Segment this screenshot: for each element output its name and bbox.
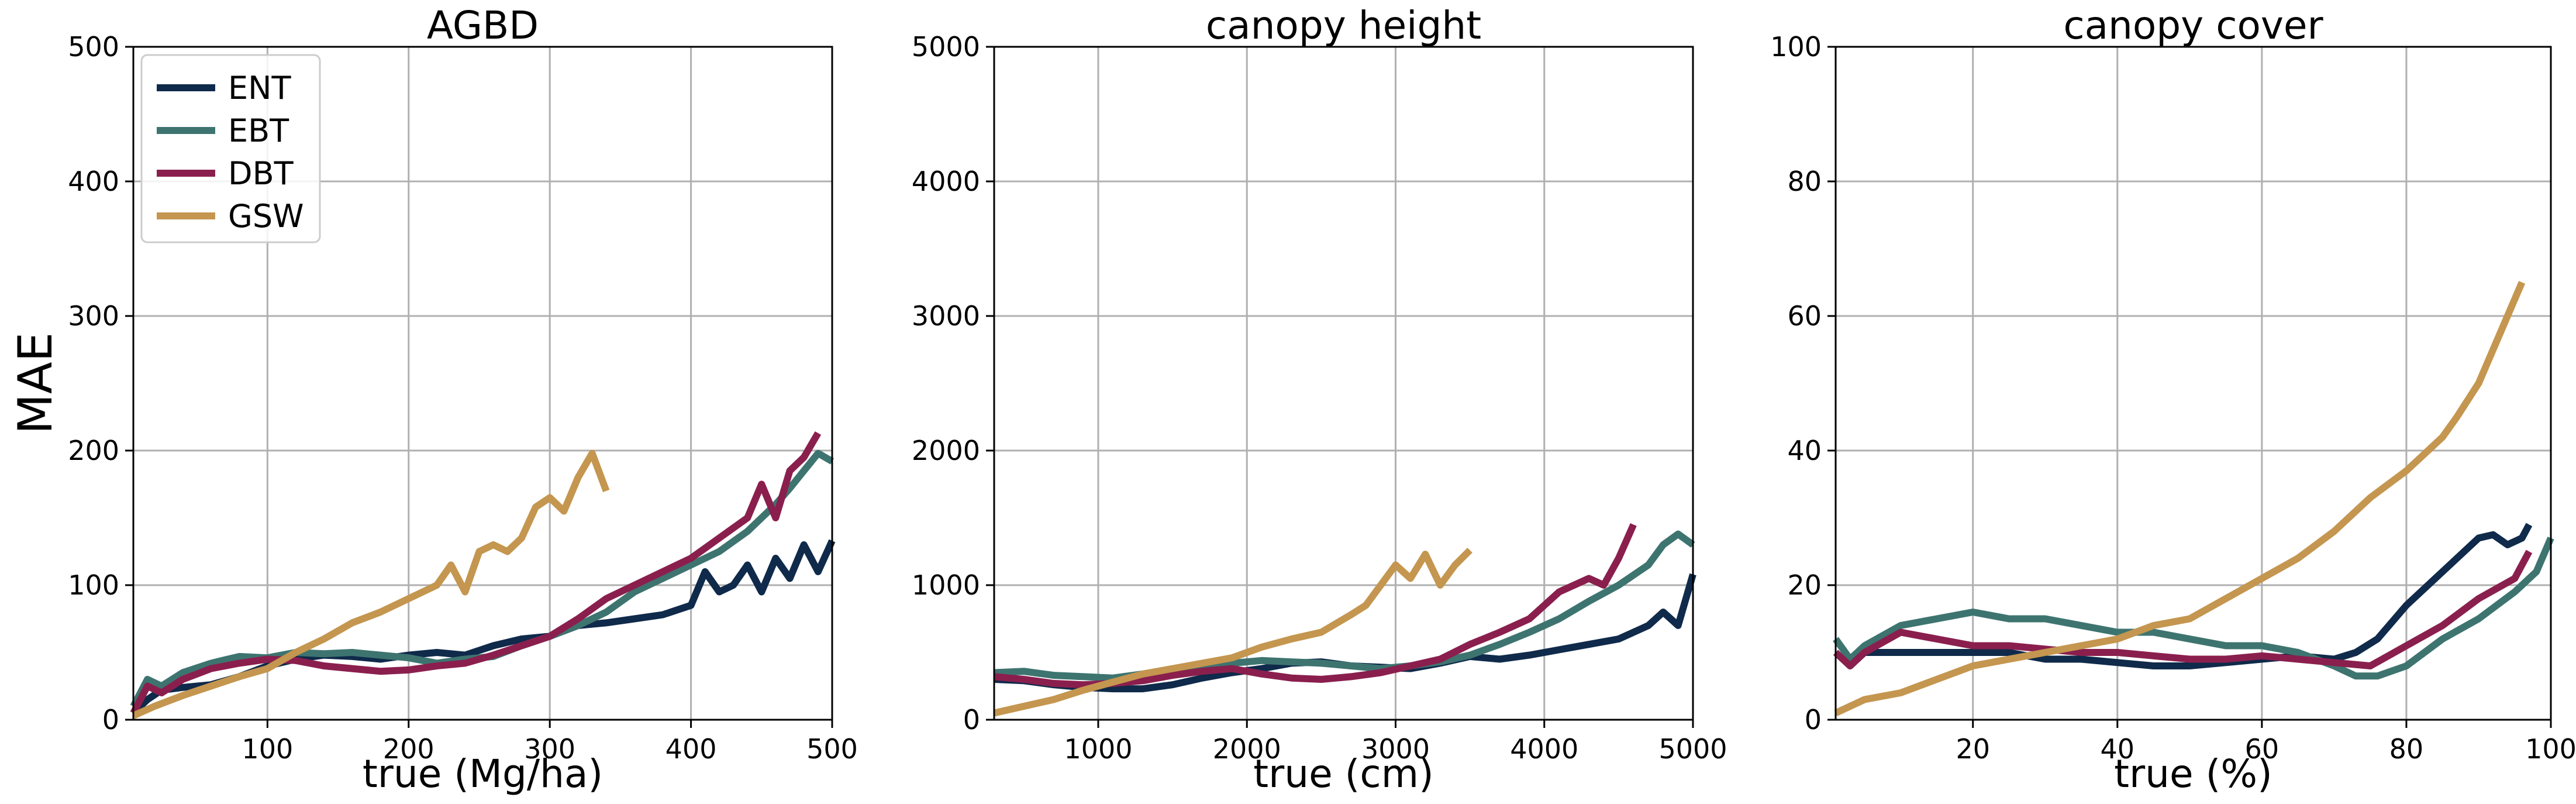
- y-tick-label: 0: [963, 704, 980, 736]
- x-axis-label: true (Mg/ha): [363, 751, 603, 796]
- x-tick-label: 100: [2525, 733, 2576, 765]
- y-tick-label: 100: [68, 569, 119, 601]
- y-tick-label: 100: [1770, 31, 1822, 63]
- x-axis-label: true (%): [2114, 751, 2272, 796]
- y-tick-label: 40: [1787, 435, 1822, 466]
- x-tick-label: 400: [665, 733, 717, 765]
- panel-agbd: 100 200 300 400 500 0 100 200 300 400 500 AGBD true …: [8, 3, 858, 796]
- x-tick-label: 200: [383, 733, 434, 765]
- x-tick-label: 5000: [1658, 733, 1727, 765]
- series-line-ent: [130, 539, 836, 716]
- series-line-dbt: [130, 431, 822, 715]
- series-line-dbt: [1833, 549, 2533, 669]
- y-tick-label: 1000: [912, 569, 980, 601]
- y-tick-label: 5000: [912, 31, 980, 63]
- legend-box: [140, 54, 321, 243]
- legend-label-ent: ENT: [228, 70, 292, 106]
- y-tick-label: 4000: [912, 166, 980, 197]
- y-axis-label: MAE: [8, 332, 63, 434]
- x-tick-label: 20: [1956, 733, 1990, 765]
- panel-canopy-height: 1000 2000 3000 4000 5000 0 1000 2000 3000 4000 500…: [912, 3, 1727, 796]
- y-tick-label: 200: [68, 435, 119, 466]
- plot-frame: [132, 46, 833, 721]
- x-tick-label: 1000: [1064, 733, 1132, 765]
- plot-frame: [993, 46, 1694, 721]
- y-tick-label: 400: [68, 166, 119, 197]
- y-tick-label: 20: [1787, 569, 1822, 601]
- x-tick-label: 40: [2101, 733, 2135, 765]
- y-tick-label: 3000: [912, 300, 980, 332]
- x-axis-label: true (cm): [1253, 751, 1434, 796]
- y-tick-label: 60: [1787, 300, 1822, 332]
- legend-label-dbt: DBT: [228, 155, 294, 192]
- x-tick-label: 300: [524, 733, 575, 765]
- x-tick-label: 80: [2389, 733, 2424, 765]
- series-line-gsw: [1834, 281, 2526, 716]
- plot-frame: [1834, 46, 2552, 721]
- legend: ENT EBT DBT GSW: [140, 54, 321, 243]
- legend-label-gsw: GSW: [228, 198, 304, 235]
- x-tick-label: 4000: [1510, 733, 1578, 765]
- legend-label-ebt: EBT: [228, 112, 289, 149]
- x-tick-label: 100: [242, 733, 293, 765]
- x-tick-label: 3000: [1361, 733, 1430, 765]
- chart-title: canopy cover: [2063, 3, 2323, 48]
- series-line-ebt: [130, 449, 834, 708]
- y-tick-label: 500: [68, 31, 119, 63]
- y-tick-label: 2000: [912, 435, 980, 466]
- series-line-gsw: [993, 547, 1473, 717]
- x-tick-label: 60: [2245, 733, 2280, 765]
- series-line-ent: [1833, 523, 2533, 669]
- series-line-gsw: [132, 449, 610, 719]
- chart-title: AGBD: [427, 3, 539, 48]
- series-line-ebt: [1833, 537, 2554, 680]
- y-tick-label: 0: [1805, 704, 1822, 736]
- panel-canopy-cover: 20 40 60 80 100 0 20 40 60 80 100 canopy cover true …: [1770, 3, 2576, 796]
- y-tick-label: 300: [68, 300, 119, 332]
- x-tick-label: 500: [806, 733, 858, 765]
- chart-title: canopy height: [1206, 3, 1481, 48]
- x-tick-label: 2000: [1213, 733, 1281, 765]
- y-tick-label: 0: [102, 704, 119, 736]
- y-tick-label: 80: [1787, 166, 1822, 197]
